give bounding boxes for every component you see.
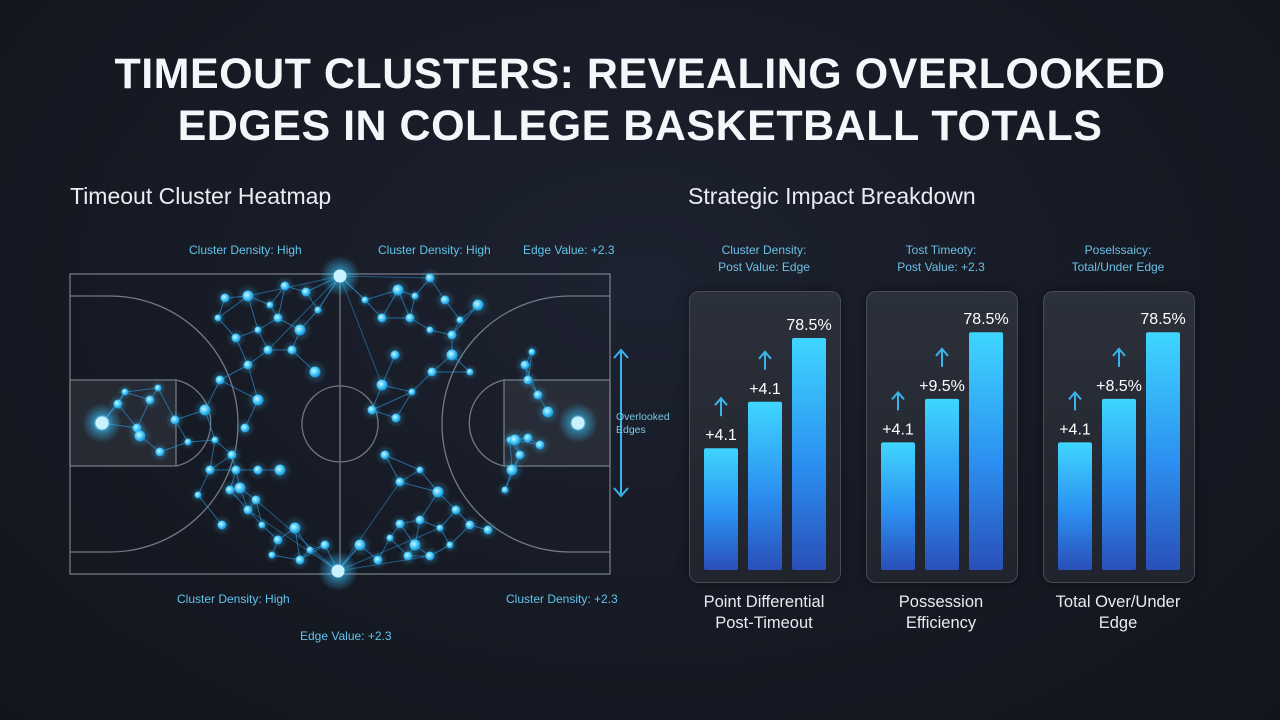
label-bottom-left: Cluster Density: High <box>177 592 290 606</box>
bar <box>881 442 915 570</box>
card-caption-2: Tost Timeoty: Post Value: +2.3 <box>866 242 1016 276</box>
bar-value-label: +4.1 <box>882 421 914 438</box>
bar <box>969 332 1003 570</box>
title-line-2: EDGES IN COLLEGE BASKETBALL TOTALS <box>177 102 1103 150</box>
up-arrow-icon <box>1112 347 1126 367</box>
bar-value-label: +9.5% <box>919 378 965 395</box>
card-caption-line: Cluster Density: <box>721 243 807 257</box>
bar-chart-possession-efficiency: +4.1 +9.5% 78.5% <box>881 311 1009 570</box>
card-caption-3: Poselssaicy: Total/Under Edge <box>1043 242 1193 276</box>
card-caption-line: Post Value: +2.3 <box>897 260 985 274</box>
card-caption-line: Total/Under Edge <box>1071 260 1165 274</box>
page-title: TIMEOUT CLUSTERS: REVEALING OVERLOOKED E… <box>0 48 1280 152</box>
label-top-right: Edge Value: +2.3 <box>523 243 615 257</box>
impact-card-3: +4.1 +8.5% 78.5% <box>1043 291 1195 583</box>
bar-chart-total-over-under: +4.1 +8.5% 78.5% <box>1058 311 1186 570</box>
bar <box>748 401 782 570</box>
card-title-3: Total Over/Under Edge <box>1055 593 1181 632</box>
bar <box>925 398 959 570</box>
cluster-network <box>82 256 598 591</box>
card-title-1: Point Differential Post-Timeout <box>703 593 825 632</box>
bar-value-label: +8.5% <box>1096 378 1142 395</box>
overlooked-edges-label: Overlooked Edges <box>616 411 670 436</box>
impact-card-1: +4.1 +4.1 78.5% <box>689 291 841 583</box>
bar <box>704 448 738 570</box>
card-caption-1: Cluster Density: Post Value: Edge <box>689 242 839 276</box>
bar-value-label: +4.1 <box>705 427 737 444</box>
card-caption-line: Tost Timeoty: <box>905 243 977 257</box>
title-line-1: TIMEOUT CLUSTERS: REVEALING OVERLOOKED <box>114 50 1166 98</box>
up-arrow-icon <box>1068 390 1082 411</box>
bar-value-label: +4.1 <box>749 381 781 398</box>
bar <box>1146 332 1180 570</box>
bar <box>792 338 826 570</box>
label-top-left: Cluster Density: High <box>189 243 302 257</box>
heatmap-heading: Timeout Cluster Heatmap <box>70 183 332 209</box>
up-arrow-icon <box>891 390 905 411</box>
bar <box>1058 442 1092 570</box>
bar-value-label: 78.5% <box>963 311 1008 328</box>
bar <box>1102 398 1136 570</box>
card-caption-line: Post Value: Edge <box>718 260 810 274</box>
overlooked-edges-arrow-icon <box>613 348 629 498</box>
card-caption-line: Poselssaicy: <box>1084 243 1152 257</box>
bar-chart-point-differential: +4.1 +4.1 78.5% <box>704 317 832 570</box>
label-bottom-center: Edge Value: +2.3 <box>300 629 392 643</box>
court-lines <box>69 273 611 575</box>
bar-value-label: +4.1 <box>1059 421 1091 438</box>
impact-heading: Strategic Impact Breakdown <box>688 183 976 209</box>
up-arrow-icon <box>935 347 949 367</box>
label-bottom-right: Cluster Density: +2.3 <box>506 592 618 606</box>
bar-value-label: 78.5% <box>1140 311 1185 328</box>
label-top-center: Cluster Density: High <box>378 243 491 257</box>
up-arrow-icon <box>758 350 772 370</box>
card-title-2: Possession Efficiency <box>898 593 984 632</box>
bar-value-label: 78.5% <box>786 317 831 334</box>
impact-card-2: +4.1 +9.5% 78.5% <box>866 291 1018 583</box>
up-arrow-icon <box>714 396 728 417</box>
